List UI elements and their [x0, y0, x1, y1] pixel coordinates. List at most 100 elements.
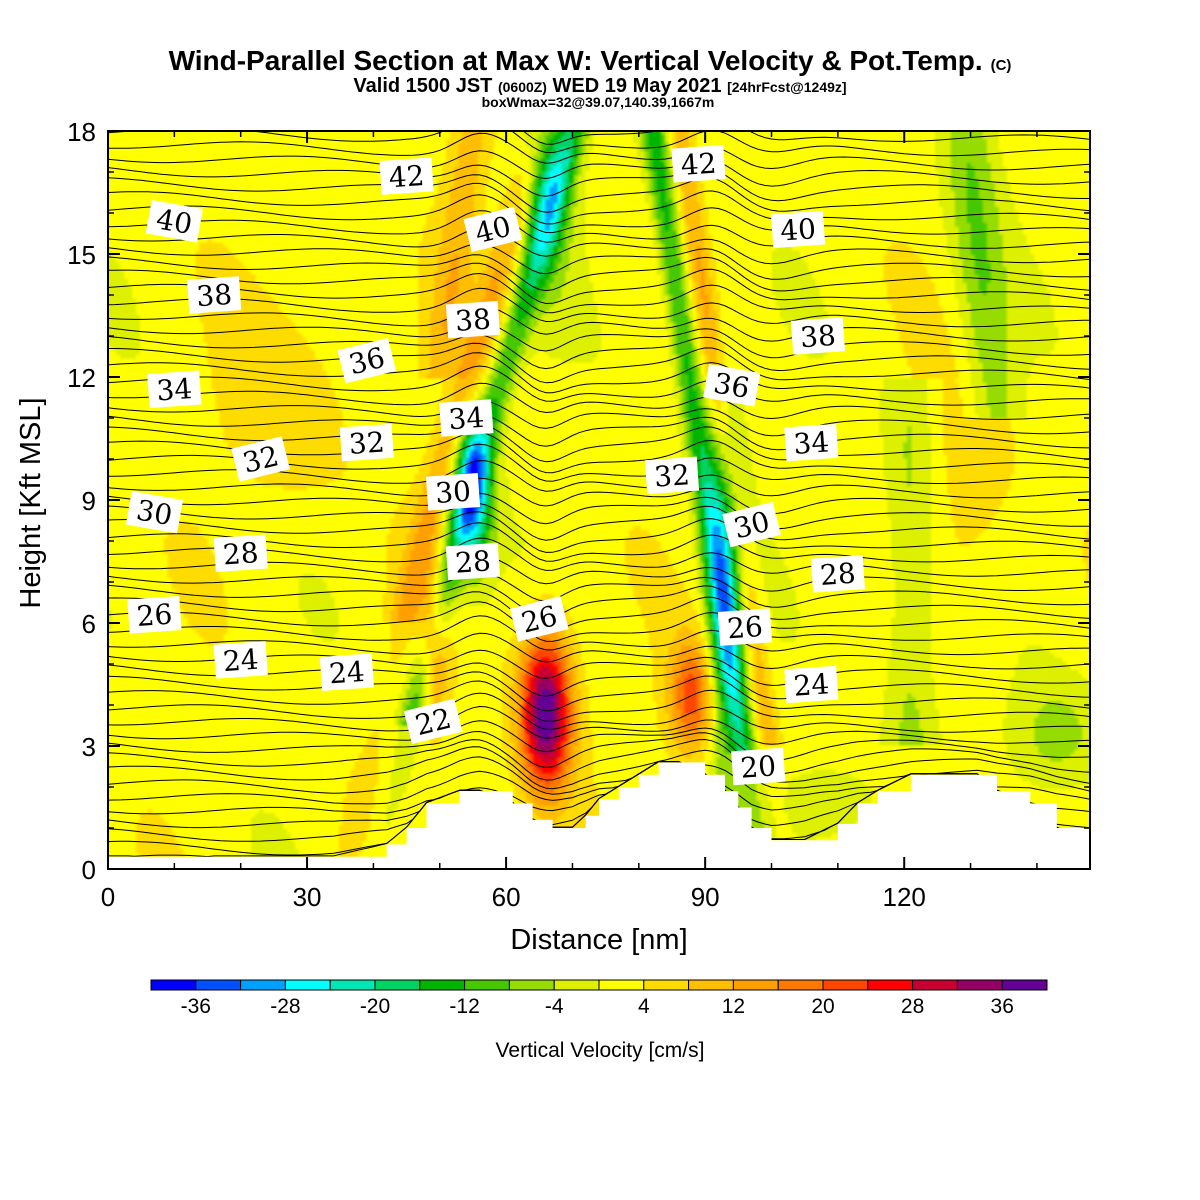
- contour-label-text: 38: [454, 302, 492, 337]
- contour-label-text: 42: [680, 147, 718, 182]
- theta-contour: [108, 334, 1090, 372]
- theta-contour: [108, 131, 1090, 157]
- x-tick-label: 120: [883, 882, 926, 912]
- theta-contour: [108, 174, 1090, 213]
- contour-label-text: 30: [134, 493, 175, 532]
- theta-contour: [108, 365, 1090, 406]
- colorbar-tick-label: -36: [181, 995, 211, 1018]
- contour-label-text: 20: [739, 749, 777, 784]
- contour-label: 34: [439, 399, 494, 437]
- colorbar-swatch: [284, 979, 331, 991]
- contour-label-text: 36: [711, 366, 752, 405]
- y-tick-label: 6: [82, 609, 96, 639]
- y-tick-label: 15: [67, 240, 96, 270]
- x-axis-title: Distance [nm]: [510, 924, 687, 956]
- theta-contour: [108, 342, 1090, 384]
- colorbar-swatch: [240, 979, 286, 991]
- contour-label: 36: [703, 363, 761, 407]
- theta-contour: [108, 671, 1090, 712]
- theta-contour: [108, 730, 1090, 775]
- contour-label: 20: [731, 747, 786, 786]
- theta-contour: [108, 132, 1090, 171]
- colorbar-swatch: [643, 979, 690, 991]
- vertical-velocity-field: [108, 131, 1090, 869]
- theta-contour: [108, 182, 1090, 225]
- chart-subtitle-valid: Valid 1500 JST (0600Z) WED 19 May 2021 […: [353, 75, 846, 97]
- theta-contour: [108, 511, 1090, 553]
- contour-label: 32: [339, 423, 394, 462]
- colorbar-swatch: [912, 979, 958, 991]
- contour-label: 22: [403, 698, 463, 745]
- theta-contour: [108, 615, 1090, 656]
- x-tick-label: 90: [691, 882, 720, 912]
- theta-contour: [108, 492, 1090, 530]
- theta-contour: [108, 352, 1090, 394]
- theta-contour: [108, 601, 1090, 642]
- x-axis: 0 30 60 90 120: [101, 131, 1038, 912]
- theta-contour: [108, 287, 1090, 328]
- contour-label-text: 40: [779, 212, 817, 247]
- theta-contour: [108, 254, 1090, 292]
- contour-label: 28: [445, 542, 501, 581]
- colorbar-tick-label: -12: [449, 995, 479, 1018]
- contour-label-text: 28: [454, 544, 492, 579]
- colorbar-swatch: [777, 979, 824, 991]
- colorbar-swatch: [598, 979, 645, 991]
- contour-label: 30: [425, 473, 481, 511]
- contour-label-text: 24: [222, 643, 260, 678]
- y-axis-title: Height [Kft MSL]: [15, 397, 47, 608]
- colorbar-tick-label: -4: [545, 995, 564, 1018]
- contour-label: 38: [445, 300, 501, 339]
- theta-contour: [108, 555, 1090, 592]
- contour-label-text: 42: [388, 159, 426, 194]
- x-tick-label: 60: [492, 882, 521, 912]
- contour-label-text: 30: [434, 475, 472, 510]
- theta-contour: [108, 272, 1090, 314]
- theta-contour: [108, 164, 1090, 202]
- theta-contour: [108, 582, 1090, 620]
- colorbar-tick-label: 20: [811, 995, 834, 1018]
- contour-label-text: 26: [726, 610, 764, 645]
- contour-label: 26: [509, 596, 569, 642]
- theta-contour: [108, 382, 1090, 420]
- colorbar-swatch: [822, 979, 869, 991]
- theta-contour: [108, 591, 1090, 633]
- contour-label-text: 40: [154, 202, 195, 241]
- contour-label: 34: [784, 423, 839, 462]
- theta-contour: [108, 210, 1090, 249]
- y-tick-label: 3: [82, 732, 96, 762]
- contour-label: 24: [319, 653, 374, 691]
- colorbar-swatch: [374, 979, 421, 991]
- contour-label: 34: [147, 370, 202, 409]
- contour-label: 38: [187, 276, 242, 314]
- colorbar-swatch: [419, 979, 466, 991]
- theta-contour: [108, 227, 1090, 265]
- contour-label: 28: [810, 555, 865, 593]
- contour-label: 28: [213, 534, 268, 573]
- theta-contour: [108, 262, 1090, 305]
- theta-contour: [108, 413, 1090, 451]
- theta-contour: [108, 705, 1090, 745]
- contour-label-text: 32: [348, 425, 386, 460]
- contour-label: 32: [231, 436, 290, 482]
- colorbar-tick-label: -28: [270, 995, 300, 1018]
- colorbar-swatch: [732, 979, 779, 991]
- contour-label-text: 34: [447, 401, 485, 436]
- x-tick-label: 30: [293, 882, 322, 912]
- colorbar-tick-label: 28: [901, 995, 924, 1018]
- theta-contour: [108, 746, 1090, 792]
- theta-contour: [108, 150, 1090, 187]
- colorbar-swatch: [956, 979, 1003, 991]
- colorbar-tick-label: 12: [722, 995, 745, 1018]
- y-tick-label: 12: [67, 363, 96, 393]
- contour-label: 32: [644, 456, 700, 495]
- contour-label: 40: [770, 210, 826, 249]
- theta-contour: [108, 720, 1090, 762]
- contour-label: 26: [717, 608, 773, 646]
- theta-contour: [108, 632, 1090, 670]
- theta-contour: [108, 738, 1090, 784]
- colorbar: -36 -28 -20 -12 -4 4 12 20 28 36: [150, 979, 1048, 1018]
- chart-subtitle-box: boxWmax=32@39.07,140.39,1667m: [482, 94, 715, 110]
